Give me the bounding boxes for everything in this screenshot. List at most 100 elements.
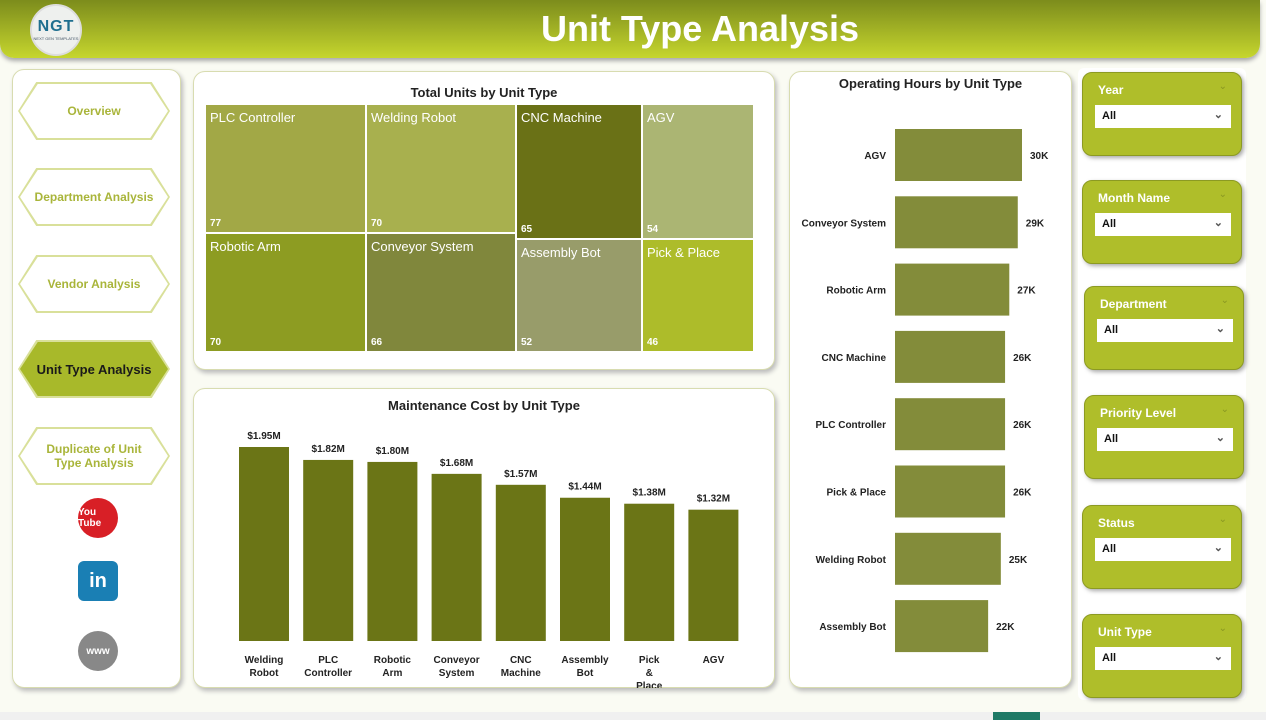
tile-label: Assembly Bot <box>521 245 601 260</box>
y-tick-label: PLC Controller <box>815 420 886 431</box>
x-tick-label: CNC <box>510 655 532 666</box>
x-tick-label: Welding <box>245 655 284 666</box>
bar[interactable] <box>624 503 675 641</box>
data-label: 27K <box>1017 286 1036 297</box>
slicer-dropdown[interactable]: All ⌄ <box>1095 647 1231 670</box>
bar[interactable] <box>239 447 289 641</box>
nav-button-department-analysis[interactable]: Department Analysis <box>18 168 170 226</box>
treemap-tile[interactable]: CNC Machine 65 <box>516 104 642 239</box>
x-tick-label: System <box>439 668 475 679</box>
slicer-panel <box>1078 68 1246 700</box>
ngt-logo: NGT NEXT GEN TEMPLATES <box>30 4 82 56</box>
youtube-icon[interactable]: You Tube <box>78 498 118 538</box>
chevron-down-icon[interactable]: ⌄ <box>1220 295 1229 306</box>
y-tick-label: Welding Robot <box>816 555 887 566</box>
data-label: $1.95M <box>247 431 280 442</box>
slicer-title: Year <box>1098 83 1124 97</box>
slicer-unit-type: Unit Type ⌄ All ⌄ <box>1082 614 1242 698</box>
slicer-priority-level: Priority Level ⌄ All ⌄ <box>1084 395 1244 479</box>
data-label: 25K <box>1009 555 1028 566</box>
data-label: 26K <box>1013 420 1032 431</box>
bar[interactable] <box>895 532 1001 585</box>
chevron-down-icon: ⌄ <box>1213 109 1223 121</box>
nav-button-overview[interactable]: Overview <box>18 82 170 140</box>
treemap-tile[interactable]: Conveyor System 66 <box>366 233 516 352</box>
chevron-down-icon[interactable]: ⌄ <box>1220 404 1229 415</box>
operating-hours-title: Operating Hours by Unit Type <box>838 76 1023 91</box>
x-tick-label: Bot <box>577 668 594 679</box>
chevron-down-icon[interactable]: ⌄ <box>1218 514 1227 525</box>
bar[interactable] <box>895 398 1006 451</box>
linkedin-icon[interactable]: in <box>78 561 118 601</box>
bar[interactable] <box>303 459 354 641</box>
treemap-tile[interactable]: Welding Robot 70 <box>366 104 516 233</box>
bar[interactable] <box>895 600 989 653</box>
bar[interactable] <box>895 129 1022 181</box>
bar[interactable] <box>560 497 610 641</box>
tile-value: 66 <box>371 337 383 348</box>
tile-value: 46 <box>647 337 659 348</box>
treemap-tile[interactable]: Robotic Arm 70 <box>205 233 366 352</box>
slicer-dropdown[interactable]: All ⌄ <box>1095 105 1231 128</box>
chevron-down-icon[interactable]: ⌄ <box>1218 623 1227 634</box>
tile-value: 70 <box>371 218 383 229</box>
tile-label: Robotic Arm <box>210 239 281 254</box>
data-label: 26K <box>1013 488 1032 499</box>
dropdown-value: All <box>1104 433 1119 445</box>
treemap-tile[interactable]: PLC Controller 77 <box>205 104 366 233</box>
data-label: $1.57M <box>504 469 537 480</box>
data-label: $1.68M <box>440 458 473 469</box>
globe-icon[interactable]: www <box>78 631 118 671</box>
slicer-dropdown[interactable]: All ⌄ <box>1095 213 1231 236</box>
nav-button-vendor-analysis[interactable]: Vendor Analysis <box>18 255 170 313</box>
dropdown-value: All <box>1102 543 1117 555</box>
slicer-dropdown[interactable]: All ⌄ <box>1097 428 1233 451</box>
maintenance-cost-chart: $1.95M Welding Robot $1.82M PLC Controller $1.… <box>239 431 739 688</box>
dropdown-value: All <box>1102 652 1117 664</box>
y-tick-label: CNC Machine <box>822 353 887 364</box>
bar[interactable] <box>495 484 546 641</box>
treemap: PLC Controller 77 Robotic Arm 70 Welding Rob… <box>205 104 754 352</box>
chevron-down-icon: ⌄ <box>1215 323 1225 335</box>
x-tick-label: & <box>646 668 653 679</box>
treemap-tile[interactable]: Assembly Bot 52 <box>516 239 642 352</box>
data-label: $1.80M <box>376 446 409 457</box>
nav-label: Unit Type Analysis <box>20 342 168 396</box>
bar[interactable] <box>895 330 1006 383</box>
slicer-month-name: Month Name ⌄ All ⌄ <box>1082 180 1242 264</box>
y-tick-label: Conveyor System <box>802 218 887 229</box>
data-label: 26K <box>1013 353 1032 364</box>
bar[interactable] <box>895 263 1010 316</box>
nav-label: Overview <box>20 84 168 138</box>
x-tick-label: Machine <box>501 668 541 679</box>
header-banner <box>0 0 1260 58</box>
maintenance-cost-title: Maintenance Cost by Unit Type <box>388 398 580 413</box>
y-tick-label: AGV <box>864 151 886 162</box>
tile-value: 70 <box>210 337 222 348</box>
page-tabs-bar <box>0 712 1266 720</box>
bar[interactable] <box>367 461 418 641</box>
x-tick-label: Pick <box>639 655 660 666</box>
tile-value: 65 <box>521 224 533 235</box>
tile-value: 54 <box>647 224 659 235</box>
bar[interactable] <box>431 473 482 641</box>
active-page-tab[interactable] <box>993 712 1040 720</box>
nav-label: Duplicate of Unit Type Analysis <box>20 429 168 483</box>
bar[interactable] <box>895 196 1018 249</box>
x-tick-label: PLC <box>318 655 338 666</box>
data-label: $1.82M <box>312 444 345 455</box>
nav-button-unit-type-analysis[interactable]: Unit Type Analysis <box>18 340 170 398</box>
bar[interactable] <box>688 509 739 641</box>
nav-button-duplicate-of-unit-type-analysis[interactable]: Duplicate of Unit Type Analysis <box>18 427 170 485</box>
x-tick-label: Arm <box>382 668 402 679</box>
chevron-down-icon[interactable]: ⌄ <box>1218 189 1227 200</box>
slicer-year: Year ⌄ All ⌄ <box>1082 72 1242 156</box>
data-label: $1.32M <box>697 494 730 505</box>
slicer-dropdown[interactable]: All ⌄ <box>1097 319 1233 342</box>
slicer-dropdown[interactable]: All ⌄ <box>1095 538 1231 561</box>
treemap-tile[interactable]: AGV 54 <box>642 104 754 239</box>
treemap-tile[interactable]: Pick & Place 46 <box>642 239 754 352</box>
chevron-down-icon[interactable]: ⌄ <box>1218 81 1227 92</box>
slicer-title: Unit Type <box>1098 625 1152 639</box>
bar[interactable] <box>895 465 1006 518</box>
